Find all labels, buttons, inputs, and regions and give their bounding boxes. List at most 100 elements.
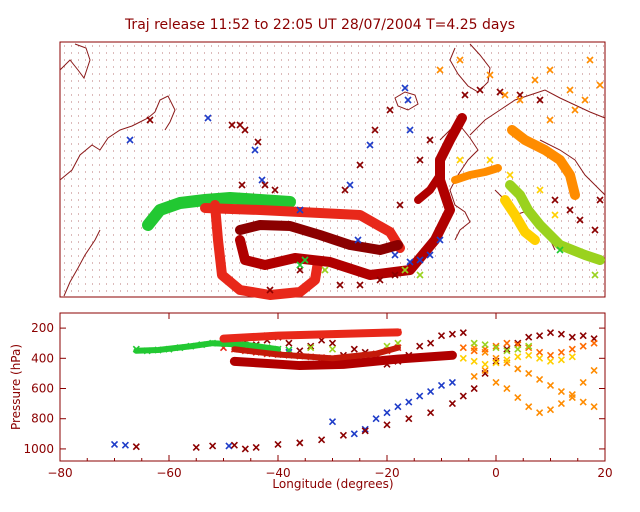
- map-marker: [416, 156, 424, 164]
- data-point: [192, 443, 200, 451]
- map-traj-yellow: [500, 195, 540, 245]
- data-point: [492, 378, 500, 387]
- data-point: [350, 345, 358, 353]
- map-marker: [546, 116, 554, 124]
- map-marker: [356, 281, 364, 289]
- profile-band-red2: [231, 344, 401, 362]
- data-point: [427, 387, 435, 396]
- x-axis: −80 −60 −40 −20 0 20: [47, 313, 613, 480]
- data-point: [121, 441, 129, 449]
- data-point: [307, 342, 315, 350]
- data-point: [470, 384, 478, 393]
- map-marker: [596, 81, 604, 89]
- data-point: [514, 345, 522, 353]
- map-marker: [516, 96, 524, 104]
- data-point: [448, 330, 456, 338]
- map-marker: [576, 216, 584, 224]
- map-marker: [596, 196, 604, 204]
- map-marker: [546, 66, 554, 74]
- map-marker: [401, 84, 409, 92]
- data-point: [350, 430, 358, 438]
- data-point: [579, 332, 587, 340]
- map-marker: [551, 211, 559, 219]
- data-point: [328, 345, 337, 353]
- map-marker: [591, 226, 599, 234]
- data-point: [579, 378, 587, 387]
- coastline-north-america: [59, 43, 176, 297]
- map-traj-orange-2: [451, 164, 502, 184]
- data-point: [557, 348, 565, 356]
- map-marker: [426, 251, 434, 259]
- map-marker: [386, 106, 394, 114]
- data-point: [307, 344, 315, 352]
- data-point: [546, 329, 555, 337]
- map-marker: [536, 186, 544, 194]
- y-tick-label: 400: [31, 351, 54, 365]
- data-point: [536, 348, 544, 356]
- map-traj-red-loop: [210, 200, 323, 300]
- data-point: [230, 441, 238, 449]
- data-point: [274, 440, 282, 448]
- map-marker: [366, 141, 374, 149]
- data-point: [536, 354, 544, 362]
- data-point: [568, 333, 576, 341]
- data-point: [590, 366, 598, 374]
- data-point: [525, 342, 533, 350]
- y-axis-label: Pressure (hPa): [9, 344, 23, 430]
- map-traj-darkred-3: [414, 171, 444, 204]
- map-marker: [271, 186, 279, 194]
- map-marker: [204, 114, 212, 122]
- map-marker: [551, 196, 559, 204]
- map-marker: [371, 126, 379, 134]
- map-marker: [456, 156, 464, 164]
- x-tick-label: −80: [47, 466, 72, 480]
- data-point: [328, 339, 337, 347]
- map-marker: [486, 156, 494, 164]
- map-marker: [321, 266, 329, 274]
- data-point: [459, 344, 467, 352]
- data-point: [427, 339, 435, 347]
- data-point: [536, 409, 544, 417]
- data-point: [536, 375, 544, 384]
- map-marker: [341, 186, 349, 194]
- data-point: [209, 442, 217, 450]
- data-point: [536, 332, 544, 340]
- data-point: [296, 347, 304, 355]
- map-marker: [391, 251, 399, 259]
- data-point: [296, 439, 304, 447]
- y-axis: 200 400 600 800 1000: [23, 321, 605, 456]
- map-marker: [301, 256, 309, 264]
- map-marker: [354, 236, 362, 244]
- profile-markers: [110, 328, 598, 453]
- data-point: [459, 329, 467, 337]
- data-point: [579, 342, 587, 350]
- map-marker: [506, 171, 514, 179]
- data-point: [448, 378, 456, 387]
- map-marker: [531, 76, 539, 84]
- map-traj-red-main: [200, 203, 405, 253]
- data-point: [416, 342, 424, 350]
- y-tick-label: 800: [31, 412, 54, 426]
- x-axis-label: Longitude (degrees): [272, 477, 393, 491]
- map-marker: [581, 96, 589, 104]
- data-point: [492, 342, 500, 350]
- map-traj-yellowgreen: [505, 180, 605, 265]
- data-point: [546, 357, 555, 365]
- map-marker: [591, 271, 599, 279]
- x-tick-label: −20: [374, 466, 399, 480]
- map-marker: [296, 206, 304, 214]
- data-point: [437, 381, 446, 390]
- data-point: [492, 344, 500, 352]
- data-point: [525, 369, 533, 377]
- map-marker: [251, 146, 259, 154]
- data-point: [470, 347, 478, 355]
- data-point: [318, 436, 326, 444]
- data-point: [503, 345, 511, 353]
- map-traj-darkred-2: [235, 113, 467, 280]
- map-marker: [404, 96, 412, 104]
- coastline-iceland: [394, 91, 419, 111]
- data-point: [525, 344, 533, 352]
- data-point: [285, 346, 293, 354]
- data-point: [225, 442, 233, 450]
- data-point: [514, 339, 522, 347]
